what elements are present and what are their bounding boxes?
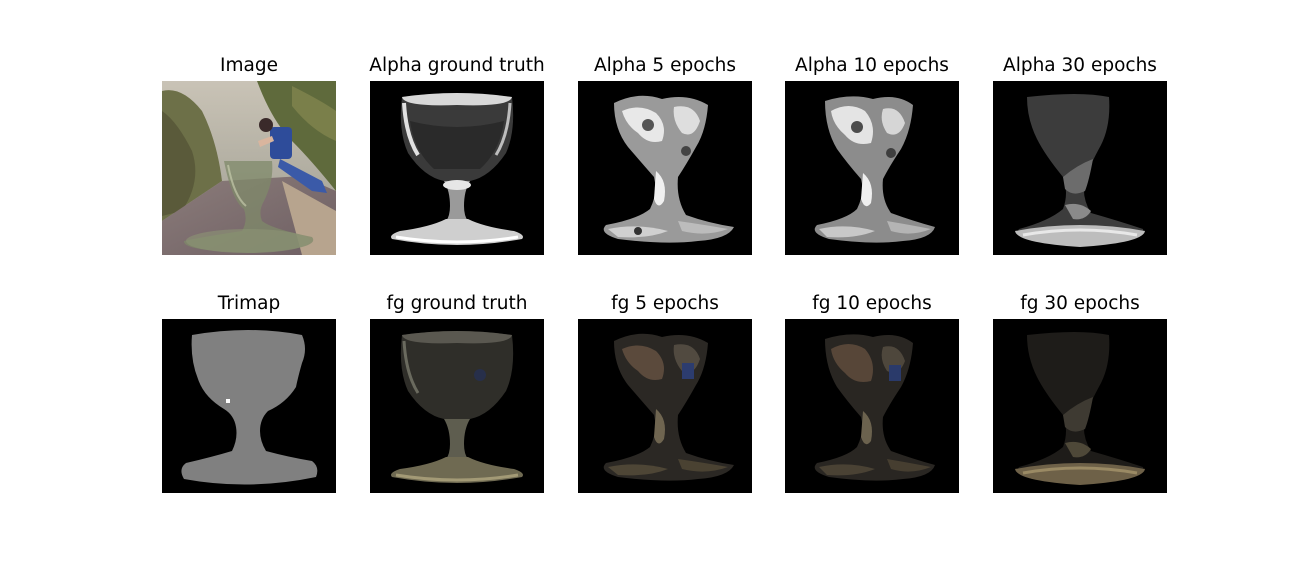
- trimap-graphic: [162, 319, 336, 493]
- panel-title-fg-5-epochs: fg 5 epochs: [611, 293, 719, 314]
- panel-title-alpha-ground-truth: Alpha ground truth: [369, 55, 545, 76]
- alpha-ground-truth-graphic: [370, 81, 544, 255]
- composite-photo: [162, 81, 336, 255]
- panel-title-alpha-30-epochs: Alpha 30 epochs: [1003, 55, 1157, 76]
- panel-title-fg-ground-truth: fg ground truth: [386, 293, 528, 314]
- panel-title-image: Image: [220, 55, 278, 76]
- fg-5-epochs-image: [578, 319, 752, 493]
- alpha-5-epochs-graphic: [578, 81, 752, 255]
- fg-10-epochs-image: [785, 319, 959, 493]
- alpha-30-epochs-image: [993, 81, 1167, 255]
- panel-title-fg-30-epochs: fg 30 epochs: [1020, 293, 1140, 314]
- alpha-ground-truth-image: [370, 81, 544, 255]
- fg-ground-truth-image: [370, 319, 544, 493]
- composite-photo-graphic: [162, 81, 336, 255]
- fg-5-epochs-graphic: [578, 319, 752, 493]
- fg-ground-truth-graphic: [370, 319, 544, 493]
- trimap-image: [162, 319, 336, 493]
- panel-title-trimap: Trimap: [217, 293, 281, 314]
- panel-title-alpha-10-epochs: Alpha 10 epochs: [795, 55, 949, 76]
- panel-title-alpha-5-epochs: Alpha 5 epochs: [593, 55, 737, 76]
- fg-30-epochs-graphic: [993, 319, 1167, 493]
- alpha-10-epochs-image: [785, 81, 959, 255]
- alpha-10-epochs-graphic: [785, 81, 959, 255]
- alpha-30-epochs-graphic: [993, 81, 1167, 255]
- fg-30-epochs-image: [993, 319, 1167, 493]
- panel-title-fg-10-epochs: fg 10 epochs: [812, 293, 932, 314]
- alpha-5-epochs-image: [578, 81, 752, 255]
- fg-10-epochs-graphic: [785, 319, 959, 493]
